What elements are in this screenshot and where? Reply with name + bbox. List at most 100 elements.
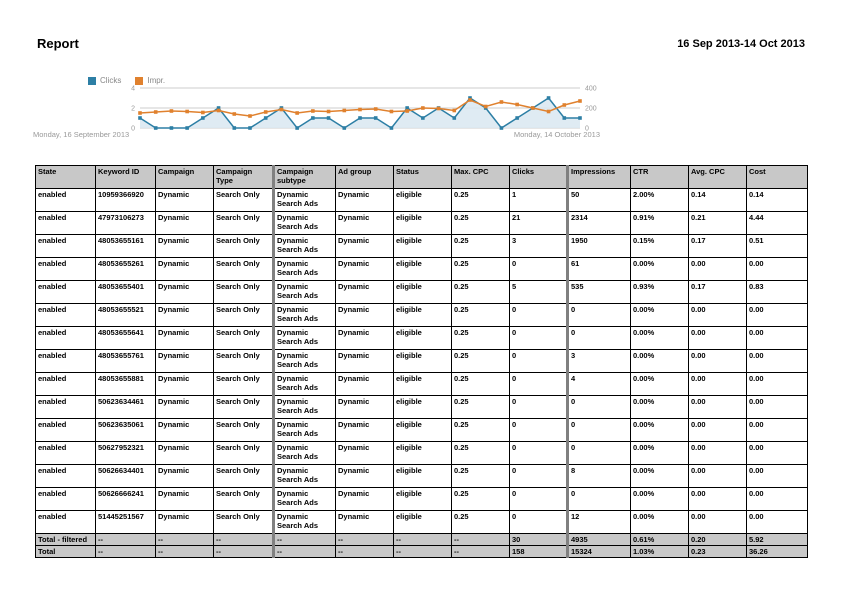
table-cell: 0.00% (630, 487, 689, 511)
performance-chart: 4 2 0 400 200 0 Monday, 16 September 2013 Monda… (0, 74, 640, 140)
data-point-marker (578, 99, 582, 103)
table-cell: 2.00% (630, 188, 689, 212)
table-cell: 0 (509, 257, 568, 281)
data-point-marker (373, 116, 378, 120)
table-cell: 0.25 (451, 441, 510, 465)
table-cell: 0.00 (746, 487, 808, 511)
table-cell: Dynamic (155, 188, 214, 212)
table-cell: 0.00 (746, 326, 808, 350)
table-cell: enabled (35, 280, 96, 304)
table-row: enabled 48053655401 Dynamic Search Only Dyna… (35, 280, 808, 304)
data-point-marker (515, 102, 519, 107)
data-point-marker (248, 126, 252, 130)
table-cell: Dynamic (155, 441, 214, 465)
data-point-marker (436, 106, 441, 111)
table-cell: 5.92 (746, 533, 808, 546)
data-point-marker (389, 126, 394, 130)
table-row: enabled 48053655641 Dynamic Search Only Dyna… (35, 326, 808, 350)
table-cell: 0 (566, 418, 631, 442)
date-range: 16 Sep 2013-14 Oct 2013 (677, 38, 805, 50)
table-cell: Dynamic (335, 349, 394, 373)
table-cell: 0.21 (688, 211, 747, 235)
table-cell: Total - filtered (35, 533, 96, 546)
impressions-swatch-icon (135, 76, 144, 85)
table-cell: 0.23 (688, 545, 747, 558)
legend-item-clicks: Clicks (88, 76, 121, 85)
table-cell: Dynamic (155, 372, 214, 396)
table-cell: 0.17 (688, 234, 747, 258)
table-cell: 0.00 (746, 510, 808, 534)
table-cell: 0.25 (451, 211, 510, 235)
table-cell: 0.00 (688, 395, 747, 419)
table-cell: Dynamic (335, 280, 394, 304)
data-point-marker (248, 114, 252, 118)
table-cell: enabled (35, 303, 96, 327)
table-cell: 0.25 (451, 326, 510, 350)
table-cell: 5 (509, 280, 568, 304)
table-cell: Dynamic Search Ads (272, 280, 336, 304)
table-cell: 50626666241 (95, 487, 156, 511)
table-cell: Dynamic Search Ads (272, 349, 336, 373)
x-axis-start-label: Monday, 16 September 2013 (33, 130, 129, 139)
legend-label-clicks: Clicks (100, 76, 122, 85)
table-cell: 0 (509, 395, 568, 419)
data-point-marker (232, 126, 237, 130)
data-point-marker (483, 104, 488, 109)
chart-legend: Clicks Impr. (88, 76, 165, 85)
data-point-marker (138, 116, 142, 120)
table-cell: 15324 (566, 545, 631, 558)
clicks-swatch-icon (88, 76, 96, 85)
right-axis-tick: 400 (585, 86, 597, 93)
data-point-marker (169, 109, 174, 113)
table-cell: 0.25 (451, 487, 510, 511)
table-cell: 0 (566, 441, 631, 465)
table-cell: 0.17 (688, 280, 747, 304)
table-cell: 30 (509, 533, 568, 546)
table-cell: 0.51 (746, 234, 808, 258)
table-cell: eligible (393, 211, 452, 235)
table-cell: 12 (566, 510, 631, 534)
table-cell: 0.15% (630, 234, 689, 258)
table-cell: Search Only (213, 510, 274, 534)
data-point-marker (421, 106, 425, 110)
table-cell: 0.00 (688, 464, 747, 488)
table-cell: Dynamic (155, 349, 214, 373)
column-header-cost: Cost (746, 165, 808, 189)
table-cell: 0.25 (451, 349, 510, 373)
data-point-marker (531, 106, 535, 110)
table-cell: 61 (566, 257, 631, 281)
table-cell: 0 (509, 372, 568, 396)
table-cell: 0.14 (746, 188, 808, 212)
table-cell: Dynamic Search Ads (272, 234, 336, 258)
table-cell: Dynamic (155, 326, 214, 350)
table-cell: eligible (393, 487, 452, 511)
table-cell: 0.00 (688, 441, 747, 465)
table-cell: 0.00 (688, 372, 747, 396)
table-cell: 48053655401 (95, 280, 156, 304)
data-point-marker (468, 98, 472, 102)
table-cell: 3 (509, 234, 568, 258)
table-cell: -- (393, 533, 452, 546)
page-title: Report (37, 36, 79, 51)
table-cell: -- (393, 545, 452, 558)
data-point-marker (546, 96, 551, 100)
table-cell: 0.25 (451, 510, 510, 534)
table-cell: 0.00% (630, 326, 689, 350)
data-point-marker (295, 126, 299, 130)
table-cell: enabled (35, 349, 96, 373)
table-cell: 48053655161 (95, 234, 156, 258)
data-point-marker (326, 109, 331, 114)
data-point-marker (138, 111, 142, 115)
table-cell: 50623634461 (95, 395, 156, 419)
x-axis-end-label: Monday, 14 October 2013 (514, 130, 600, 139)
table-cell: Dynamic Search Ads (272, 372, 336, 396)
table-cell: 0 (566, 303, 631, 327)
table-cell: Search Only (213, 464, 274, 488)
data-point-marker (342, 108, 347, 113)
table-cell: Dynamic (335, 234, 394, 258)
table-cell: enabled (35, 188, 96, 212)
table-cell: -- (95, 545, 156, 558)
table-cell: Dynamic (335, 418, 394, 442)
table-cell: 0.00 (746, 372, 808, 396)
